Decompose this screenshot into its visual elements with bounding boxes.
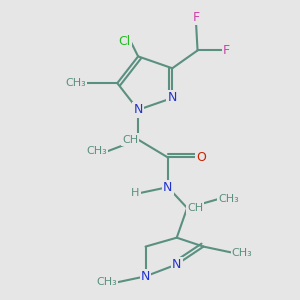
Text: N: N xyxy=(134,103,143,116)
Text: O: O xyxy=(196,151,206,164)
Text: CH: CH xyxy=(122,135,138,145)
Text: F: F xyxy=(193,11,200,24)
Text: Cl: Cl xyxy=(118,35,131,48)
Text: H: H xyxy=(131,188,140,198)
Text: CH₃: CH₃ xyxy=(232,248,253,257)
Text: CH₃: CH₃ xyxy=(86,146,107,157)
Text: CH₃: CH₃ xyxy=(218,194,239,204)
Text: CH: CH xyxy=(187,203,203,213)
Text: N: N xyxy=(168,92,177,104)
Text: N: N xyxy=(163,181,172,194)
Text: N: N xyxy=(172,258,182,271)
Text: CH₃: CH₃ xyxy=(65,78,86,88)
Text: F: F xyxy=(223,44,230,57)
Text: N: N xyxy=(141,270,150,283)
Text: CH₃: CH₃ xyxy=(97,277,117,287)
